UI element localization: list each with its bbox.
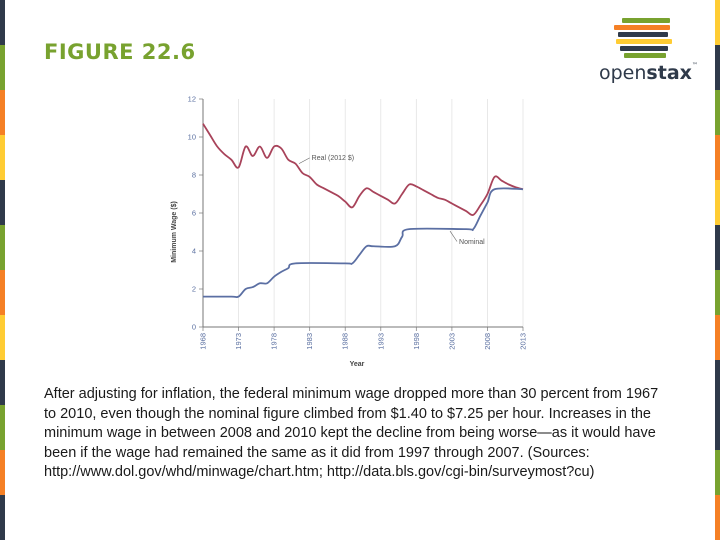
minimum-wage-chart: 1968 1973 1978 1983 1988 1993 1998 2003 2008 2013… xyxy=(171,95,528,369)
edge-stripe xyxy=(0,315,5,360)
edge-stripe xyxy=(0,360,5,405)
x-axis-label: Year xyxy=(350,361,365,368)
edge-stripe xyxy=(0,225,5,270)
right-edge-stripes xyxy=(715,0,720,540)
real-wage-line xyxy=(202,123,524,216)
x-tick-label: 1973 xyxy=(234,333,243,350)
real-label-leader xyxy=(298,157,310,164)
edge-stripe xyxy=(715,135,720,180)
series-lines xyxy=(202,123,524,299)
x-tick-label: 1988 xyxy=(341,333,350,350)
axes: 1968 1973 1978 1983 1988 1993 1998 2003 2008 2013… xyxy=(188,95,528,350)
edge-stripe xyxy=(715,180,720,225)
logo-stripe xyxy=(614,25,670,30)
edge-stripe xyxy=(0,405,5,450)
nominal-wage-line xyxy=(203,187,524,299)
nominal-label-leader xyxy=(449,230,458,242)
y-tick-label: 2 xyxy=(192,285,196,294)
y-tick-label: 6 xyxy=(192,209,196,218)
logo-wordmark: openstax™ xyxy=(599,62,698,84)
edge-stripe xyxy=(0,495,5,540)
edge-stripe xyxy=(0,0,5,45)
edge-stripe xyxy=(715,405,720,450)
series-labels: Real (2012 $) Nominal xyxy=(298,155,485,246)
nominal-series-label: Nominal xyxy=(459,239,485,246)
edge-stripe xyxy=(0,450,5,495)
edge-stripe xyxy=(715,495,720,540)
edge-stripe xyxy=(715,45,720,90)
edge-stripe xyxy=(0,270,5,315)
edge-stripe xyxy=(715,360,720,405)
x-tick-label: 2008 xyxy=(483,333,492,350)
logo-stripe xyxy=(622,18,670,23)
logo-stripe xyxy=(620,46,668,51)
logo-stripe xyxy=(616,39,672,44)
openstax-logo: openstax™ xyxy=(596,16,698,88)
logo-trademark: ™ xyxy=(691,62,698,69)
y-tick-label: 8 xyxy=(192,171,196,180)
figure-caption: After adjusting for inflation, the feder… xyxy=(44,386,659,480)
edge-stripe xyxy=(0,135,5,180)
y-tick-label: 10 xyxy=(188,133,196,142)
edge-stripe xyxy=(715,315,720,360)
edge-stripe xyxy=(0,90,5,135)
x-tick-label: 1983 xyxy=(305,333,314,350)
edge-stripe xyxy=(715,225,720,270)
x-tick-label: 2003 xyxy=(447,333,456,350)
left-edge-stripes xyxy=(0,0,5,540)
x-tick-label: 1998 xyxy=(412,333,421,350)
grid-lines xyxy=(202,99,524,327)
edge-stripe xyxy=(715,90,720,135)
logo-word-bold: stax xyxy=(646,62,692,84)
x-tick-label: 2013 xyxy=(519,333,528,350)
x-tick-label: 1968 xyxy=(199,333,208,350)
x-tick-label: 1978 xyxy=(270,333,279,350)
logo-stripe xyxy=(618,32,668,37)
edge-stripe xyxy=(0,45,5,90)
logo-word-light: open xyxy=(599,62,647,84)
real-series-label: Real (2012 $) xyxy=(312,155,354,162)
edge-stripe xyxy=(715,450,720,495)
edge-stripe xyxy=(0,180,5,225)
y-tick-label: 12 xyxy=(188,95,196,104)
figure-title: FIGURE 22.6 xyxy=(44,40,196,64)
edge-stripe xyxy=(715,0,720,45)
x-tick-label: 1993 xyxy=(376,333,385,350)
y-tick-label: 0 xyxy=(192,323,196,332)
y-axis-label: Minimum Wage ($) xyxy=(171,201,178,263)
logo-stripe xyxy=(624,53,666,58)
y-tick-label: 4 xyxy=(192,247,196,256)
edge-stripe xyxy=(715,270,720,315)
